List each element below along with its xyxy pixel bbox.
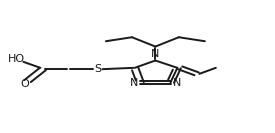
Text: S: S bbox=[94, 64, 101, 74]
Text: N: N bbox=[130, 78, 138, 88]
Text: HO: HO bbox=[8, 53, 25, 64]
Text: N: N bbox=[173, 78, 181, 88]
Text: O: O bbox=[20, 79, 29, 89]
Text: N: N bbox=[151, 49, 159, 59]
